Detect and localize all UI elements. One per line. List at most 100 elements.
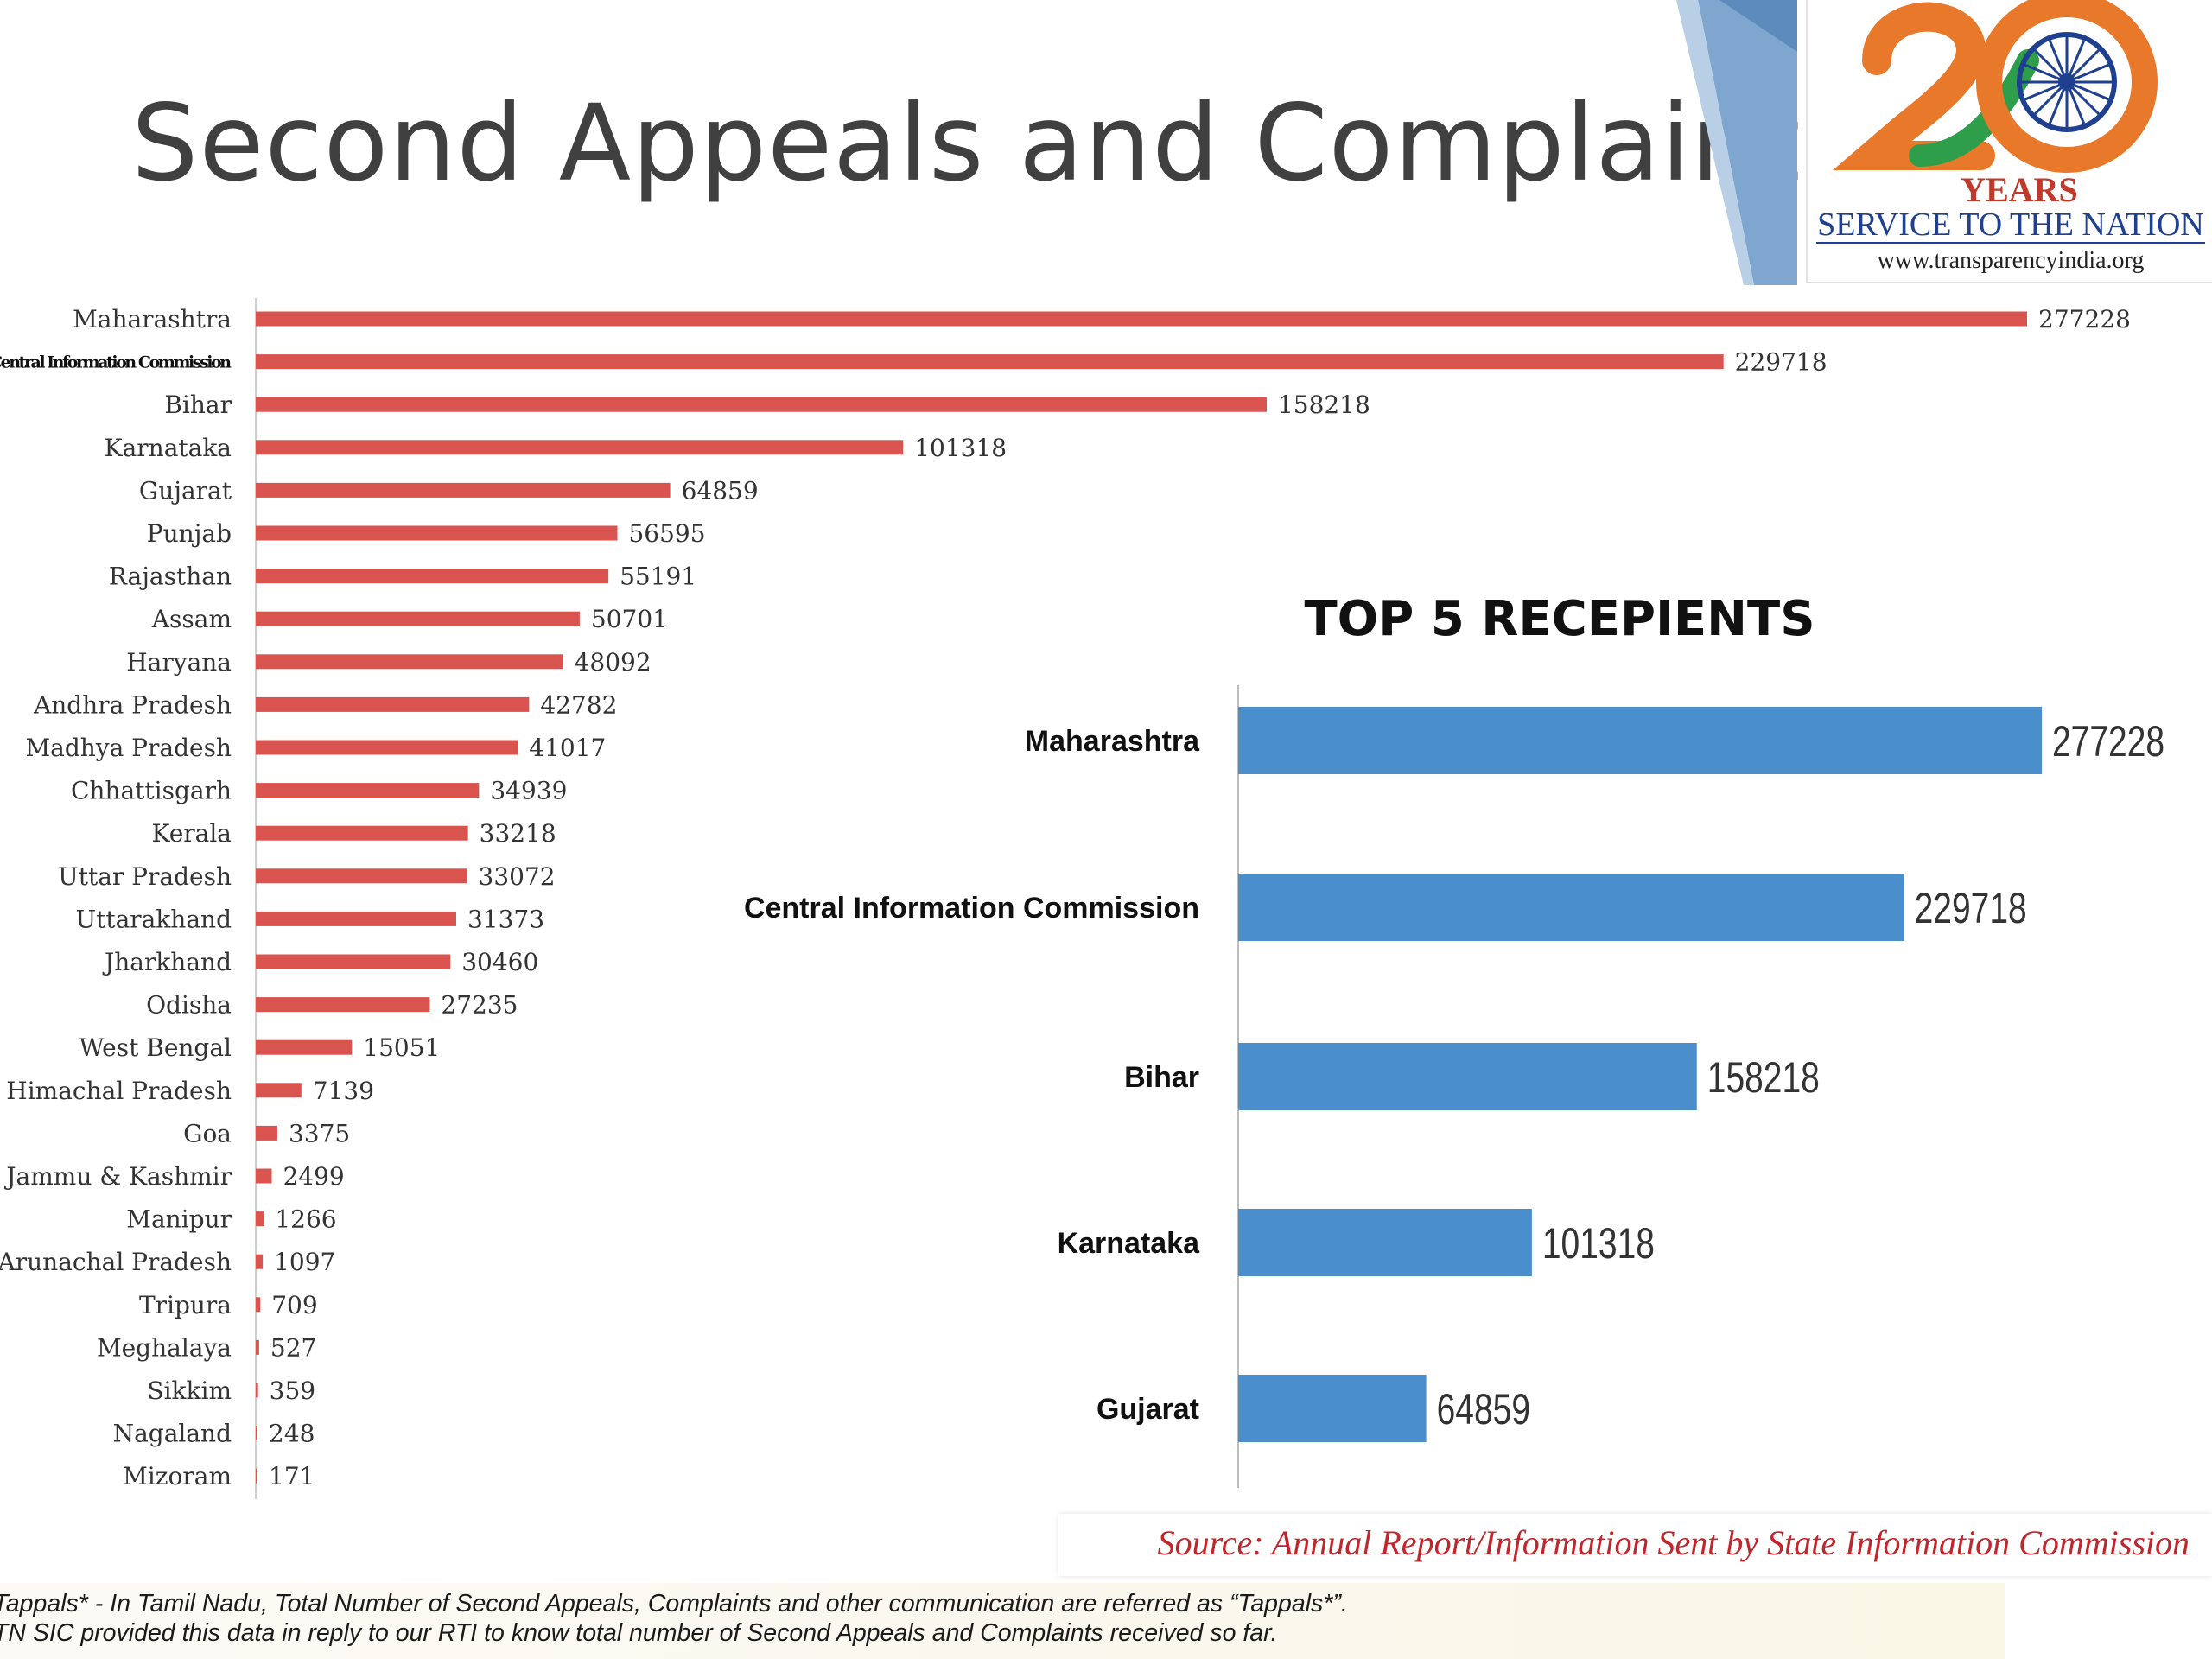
source-note: Source: Annual Report/Information Sent b… (1157, 1523, 2190, 1562)
inset-value-label: 229718 (1915, 883, 2027, 932)
main-category-label: Nagaland (113, 1420, 232, 1448)
main-bar (256, 1254, 264, 1269)
inset-category-label: Gujarat (1096, 1393, 1199, 1426)
inset-bar (1238, 707, 2042, 774)
inset-title: TOP 5 RECEPIENTS (1304, 591, 1815, 647)
main-bar (256, 525, 618, 541)
main-bar (256, 1168, 272, 1184)
main-value-label: 15051 (363, 1033, 440, 1062)
main-category-label: Punjab (147, 519, 232, 548)
main-value-label: 30460 (461, 948, 538, 976)
main-category-label: Sikkim (147, 1376, 232, 1405)
main-category-label: Bihar (164, 391, 232, 419)
logo-url-text: www.transparencyindia.org (1877, 247, 2145, 274)
main-bar (256, 397, 1267, 412)
main-bar (256, 1468, 257, 1484)
main-value-label: 171 (269, 1462, 315, 1491)
main-value-label: 248 (269, 1420, 315, 1448)
logo-divider (1816, 242, 2205, 244)
inset-category-label: Karnataka (1058, 1227, 1201, 1260)
main-value-label: 64859 (682, 476, 759, 505)
main-value-label: 359 (270, 1376, 315, 1405)
main-bar (256, 1339, 259, 1355)
inset-value-label: 101318 (1542, 1218, 1655, 1268)
footnote-tappals: Tappals* - In Tamil Nadu, Total Number o… (0, 1590, 1348, 1618)
main-value-label: 3375 (289, 1119, 350, 1147)
main-bar (256, 354, 1724, 370)
main-value-label: 27235 (441, 991, 518, 1020)
main-category-label: Uttar Pradesh (58, 862, 232, 891)
main-value-label: 1097 (274, 1248, 335, 1276)
main-category-label: Himachal Pradesh (6, 1077, 232, 1105)
main-category-label: Assam (151, 605, 232, 633)
main-value-label: 277228 (2038, 305, 2131, 334)
footnote-rti: TN SIC provided this data in reply to ou… (0, 1619, 1278, 1647)
main-value-label: 31373 (467, 905, 544, 933)
inset-bar (1238, 1043, 1697, 1110)
main-bar (256, 954, 451, 969)
main-category-label: Kerala (152, 819, 232, 848)
main-category-label: Meghalaya (97, 1333, 232, 1362)
logo-20-years: YEARS SERVICE TO THE NATION www.transpar… (1806, 0, 2212, 283)
main-category-label: Arunachal Pradesh (0, 1248, 232, 1276)
logo-emblem (1833, 0, 2158, 173)
main-category-label: Madhya Pradesh (25, 734, 232, 762)
corner-decoration (1676, 0, 1797, 285)
main-bar (256, 783, 480, 798)
main-bar (256, 1426, 257, 1441)
inset-category-label: Bihar (1124, 1061, 1199, 1094)
inset-value-label: 64859 (1437, 1384, 1530, 1433)
main-bar (256, 482, 671, 498)
main-value-label: 42782 (540, 690, 617, 719)
main-value-label: 527 (270, 1333, 316, 1362)
logo-service-text: SERVICE TO THE NATION (1817, 207, 2204, 243)
main-value-label: 55191 (620, 563, 696, 591)
main-category-label: Haryana (126, 648, 232, 677)
main-category-label: Uttarakhand (75, 905, 232, 933)
main-category-label: Maharashtra (73, 305, 232, 334)
main-category-label: Central Information Commission (0, 353, 232, 372)
main-value-label: 229718 (1735, 348, 1827, 377)
main-category-label: Chhattisgarh (71, 777, 232, 805)
main-bar (256, 1211, 264, 1227)
main-category-label: Jammu & Kashmir (3, 1162, 232, 1191)
main-bar (256, 440, 904, 455)
logo-years-text: YEARS (1961, 170, 2078, 209)
main-bar (256, 1083, 302, 1098)
main-category-label: Gujarat (139, 476, 232, 505)
main-value-label: 709 (271, 1291, 317, 1319)
main-value-label: 50701 (591, 605, 668, 633)
main-bar (256, 740, 518, 755)
main-category-label: Manipur (126, 1205, 232, 1234)
main-category-label: Karnataka (105, 434, 232, 462)
inset-bar (1238, 1375, 1427, 1442)
main-category-label: Odisha (146, 991, 232, 1020)
inset-bar (1238, 874, 1904, 941)
main-value-label: 41017 (529, 734, 606, 762)
main-value-label: 1266 (275, 1205, 336, 1234)
inset-bar (1238, 1209, 1532, 1276)
inset-value-label: 277228 (2052, 716, 2164, 766)
main-bar (256, 569, 609, 584)
main-category-label: Goa (183, 1119, 232, 1147)
inset-category-label: Central Information Commission (744, 892, 1199, 925)
main-category-label: West Bengal (79, 1033, 232, 1062)
footnote-band (0, 1583, 2005, 1659)
main-value-label: 33218 (480, 819, 556, 848)
main-bar (256, 1297, 261, 1313)
main-bar (256, 911, 456, 926)
main-value-label: 33072 (479, 862, 556, 891)
main-category-label: Rajasthan (109, 563, 232, 591)
main-value-label: 48092 (575, 648, 652, 677)
main-value-label: 7139 (313, 1077, 374, 1105)
main-category-label: Mizoram (123, 1462, 232, 1491)
main-bar (256, 1039, 353, 1055)
main-bar (256, 1382, 258, 1398)
main-bar (256, 654, 563, 670)
main-category-label: Jharkhand (102, 948, 232, 976)
main-bar (256, 868, 467, 884)
main-value-label: 34939 (490, 777, 567, 805)
inset-category-label: Maharashtra (1025, 725, 1200, 758)
